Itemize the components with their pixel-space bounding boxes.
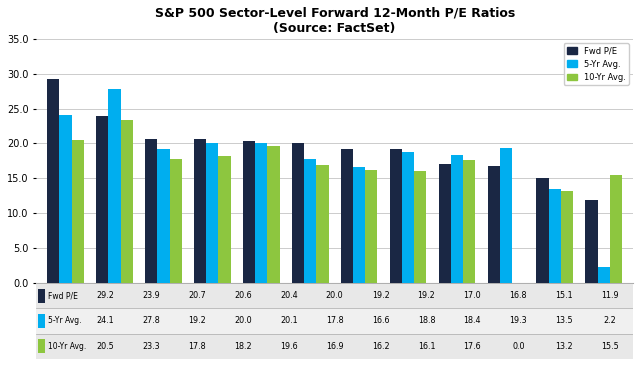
Bar (38, 288, 45, 303)
Bar (548, 189, 561, 283)
Text: 15.5: 15.5 (601, 342, 619, 351)
Bar (47, 79, 60, 283)
Bar (402, 152, 414, 283)
Text: 20.0: 20.0 (234, 317, 252, 325)
Text: 16.9: 16.9 (326, 342, 344, 351)
Text: 13.5: 13.5 (556, 317, 573, 325)
Text: 5-Yr Avg.: 5-Yr Avg. (48, 317, 82, 325)
Bar (292, 143, 304, 283)
Text: 17.8: 17.8 (326, 317, 344, 325)
Bar (365, 170, 378, 283)
Text: 18.8: 18.8 (418, 317, 435, 325)
Bar (304, 159, 316, 283)
Bar (500, 148, 512, 283)
Bar (96, 116, 108, 283)
Bar (38, 339, 45, 353)
Text: 18.2: 18.2 (234, 342, 252, 351)
Text: 23.9: 23.9 (142, 291, 160, 300)
Bar (586, 200, 598, 283)
Text: 0.0: 0.0 (512, 342, 525, 351)
Bar (488, 166, 500, 283)
Text: 29.2: 29.2 (96, 291, 114, 300)
Text: 16.2: 16.2 (372, 342, 389, 351)
Bar (255, 143, 268, 283)
Text: 2.2: 2.2 (604, 317, 616, 325)
Bar (60, 115, 72, 283)
Text: 20.5: 20.5 (96, 342, 114, 351)
Bar (157, 149, 170, 283)
Bar (206, 143, 218, 283)
Bar (120, 120, 133, 283)
Bar (414, 171, 426, 283)
Bar (36, 283, 633, 308)
Bar (218, 156, 230, 283)
Bar (243, 141, 255, 283)
Text: 11.9: 11.9 (602, 291, 619, 300)
Text: 19.2: 19.2 (417, 291, 435, 300)
Text: Fwd P/E: Fwd P/E (48, 291, 78, 300)
Text: 20.4: 20.4 (280, 291, 298, 300)
Text: 20.1: 20.1 (280, 317, 298, 325)
Bar (610, 175, 622, 283)
Text: 10-Yr Avg.: 10-Yr Avg. (48, 342, 86, 351)
Bar (353, 167, 365, 283)
Bar (38, 314, 45, 328)
Bar (170, 159, 182, 283)
Text: 19.6: 19.6 (280, 342, 298, 351)
Text: 27.8: 27.8 (142, 317, 160, 325)
Text: 23.3: 23.3 (142, 342, 160, 351)
Text: 16.1: 16.1 (418, 342, 435, 351)
Bar (561, 191, 573, 283)
Bar (451, 154, 463, 283)
Text: 20.6: 20.6 (234, 291, 252, 300)
Bar (36, 334, 633, 359)
Text: 19.2: 19.2 (372, 291, 389, 300)
Bar (390, 149, 402, 283)
Text: 20.0: 20.0 (326, 291, 344, 300)
Text: 17.8: 17.8 (188, 342, 205, 351)
Text: 15.1: 15.1 (556, 291, 573, 300)
Bar (36, 308, 633, 334)
Bar (536, 178, 548, 283)
Text: 20.7: 20.7 (188, 291, 206, 300)
Bar (108, 89, 120, 283)
Bar (268, 146, 280, 283)
Text: 24.1: 24.1 (96, 317, 114, 325)
Text: 16.6: 16.6 (372, 317, 389, 325)
Text: 16.8: 16.8 (509, 291, 527, 300)
Bar (463, 160, 476, 283)
Bar (316, 165, 328, 283)
Text: 19.2: 19.2 (188, 317, 206, 325)
Bar (438, 164, 451, 283)
Text: 19.3: 19.3 (509, 317, 527, 325)
Text: 17.0: 17.0 (463, 291, 481, 300)
Text: 13.2: 13.2 (556, 342, 573, 351)
Bar (145, 139, 157, 283)
Bar (598, 268, 610, 283)
Bar (194, 139, 206, 283)
Text: 18.4: 18.4 (463, 317, 481, 325)
Text: 17.6: 17.6 (463, 342, 481, 351)
Bar (340, 149, 353, 283)
Bar (72, 140, 84, 283)
Legend: Fwd P/E, 5-Yr Avg., 10-Yr Avg.: Fwd P/E, 5-Yr Avg., 10-Yr Avg. (564, 43, 629, 85)
Title: S&P 500 Sector-Level Forward 12-Month P/E Ratios
(Source: FactSet): S&P 500 Sector-Level Forward 12-Month P/… (154, 7, 515, 35)
